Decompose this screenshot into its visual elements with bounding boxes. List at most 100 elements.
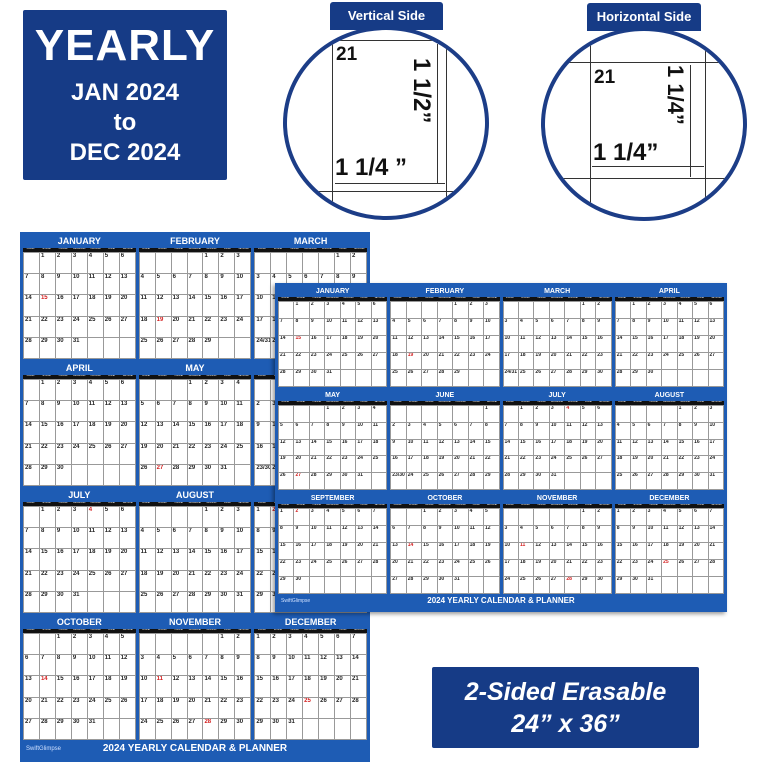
day-cell: 20: [171, 570, 187, 591]
day-cell: 20: [453, 456, 468, 473]
day-number: 11: [392, 335, 398, 341]
day-cell: 27: [708, 352, 723, 369]
day-number: 4: [663, 509, 666, 515]
day-cell: 19: [171, 697, 187, 718]
day-number: 7: [566, 318, 570, 324]
day-cell: 20: [119, 422, 135, 443]
day-number: 26: [535, 577, 541, 583]
day-number: 6: [25, 655, 29, 662]
weekday-label: SATURDAY: [122, 375, 134, 377]
day-number: 3: [357, 405, 361, 411]
day-number: 9: [469, 318, 473, 324]
day-cell: [340, 369, 356, 386]
day-number: 2: [392, 422, 396, 428]
day-cell: 28: [187, 591, 203, 612]
day-number: 12: [341, 526, 348, 532]
day-number: 20: [172, 316, 180, 323]
day-cell: 10: [309, 526, 325, 543]
day-number: 11: [341, 318, 348, 324]
month-july: JULY SUNDAY MONDAY TUESDAY WEDNESDAY THURSDAY…: [502, 389, 612, 491]
day-cell: [155, 507, 171, 528]
day-cell: 26: [155, 337, 171, 358]
day-cell: 16: [309, 335, 325, 352]
day-number: 27: [295, 473, 302, 479]
weekday-label: SATURDAY: [711, 504, 722, 507]
day-number: 13: [392, 543, 398, 549]
day-number: 17: [236, 549, 244, 556]
day-cell: 27: [596, 456, 611, 473]
day-cell: 21: [662, 456, 677, 473]
day-number: 26: [104, 316, 112, 323]
day-number: 17: [663, 335, 669, 341]
day-cell: 13: [422, 335, 437, 352]
day-number: 31: [236, 591, 244, 598]
day-cell: 24: [219, 443, 235, 464]
day-number: 24: [72, 443, 80, 450]
day-cell: 29: [453, 369, 468, 386]
day-number: 28: [469, 473, 476, 479]
weekday-label: TUESDAY: [424, 504, 434, 507]
day-cell: 5: [279, 422, 294, 439]
day-number: 22: [678, 456, 685, 462]
day-cell: [580, 473, 596, 490]
day-cell: 26: [171, 718, 187, 739]
day-cell: 12: [580, 422, 596, 439]
day-cell: 5: [484, 509, 499, 526]
day-cell: 20: [549, 560, 565, 577]
day-cell: 28: [371, 560, 387, 577]
day-cell: 22: [39, 316, 55, 337]
day-number: 20: [392, 560, 398, 566]
day-number: 27: [597, 456, 603, 462]
day-number: 31: [454, 577, 460, 583]
day-cell: 4: [340, 302, 356, 318]
day-number: 23: [56, 443, 64, 450]
day-number: 14: [188, 295, 196, 302]
day-cell: 27: [422, 369, 437, 386]
day-cell: 26: [580, 456, 596, 473]
day-cell: 8: [294, 318, 309, 335]
day-cell: 21: [371, 543, 387, 560]
weekday-label: SUNDAY: [618, 400, 627, 403]
weekday-label: THURSDAY: [90, 502, 101, 504]
weekday-label: SATURDAY: [238, 502, 249, 504]
day-number: 31: [72, 337, 80, 344]
day-cell: 17: [356, 439, 371, 456]
day-number: 25: [469, 560, 476, 566]
day-number: 4: [140, 274, 144, 281]
day-cell: 9: [309, 318, 325, 335]
day-cell: 18: [468, 543, 484, 560]
day-number: 21: [25, 443, 32, 450]
day-number: 16: [56, 549, 64, 556]
day-number: 5: [341, 509, 345, 515]
day-number: 15: [295, 335, 302, 341]
day-cell: 24: [71, 570, 87, 591]
day-number: 15: [454, 335, 460, 341]
horizontal-side-detail: 21 1 1/4” 1 1/4”: [541, 27, 747, 221]
weekday-label: SUNDAY: [618, 297, 627, 299]
day-number: 22: [204, 316, 212, 323]
day-number: 9: [597, 318, 601, 324]
day-number: 19: [694, 335, 700, 341]
day-cell: 7: [203, 655, 219, 676]
day-cell: 4: [103, 634, 119, 655]
day-number: 14: [25, 295, 32, 302]
day-cell: 3: [71, 507, 87, 528]
weekday-label: FRIDAY: [472, 297, 480, 299]
day-cell: 27: [371, 352, 387, 369]
day-cell: 27: [335, 697, 351, 718]
weekday-label: MONDAY: [409, 297, 418, 299]
day-cell: [484, 577, 499, 593]
day-cell: 12: [155, 549, 171, 570]
day-cell: 9: [55, 274, 71, 295]
day-cell: 28: [565, 577, 580, 593]
weekday-label: THURSDAY: [205, 248, 217, 250]
day-number: 13: [336, 655, 343, 662]
day-cell: [356, 577, 371, 593]
day-number: 14: [25, 422, 32, 429]
day-cell: 21: [187, 316, 203, 337]
day-number: 23: [341, 456, 348, 462]
day-cell: [677, 369, 693, 386]
day-number: 6: [336, 634, 340, 640]
day-cell: 19: [693, 335, 708, 352]
